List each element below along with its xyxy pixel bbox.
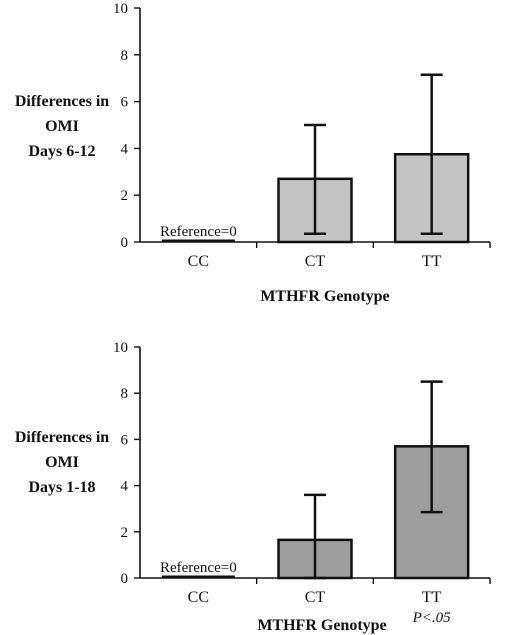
y-tick-label: 2: [121, 188, 129, 204]
y-tick-label: 10: [113, 340, 128, 356]
y-axis-label-line-1: Differences in: [15, 93, 109, 110]
error-bars: [304, 380, 443, 580]
y-tick-label: 2: [121, 525, 129, 541]
y-tick-label: 6: [121, 432, 129, 448]
category-labels: CC CT TT: [188, 589, 442, 606]
category-label-cc: CC: [188, 253, 209, 270]
category-label-cc: CC: [188, 589, 209, 606]
category-labels: CC CT TT: [188, 253, 442, 270]
y-tick-labels: 0 2 4 6 8 10: [113, 1, 129, 251]
y-axis-label-line-2: OMI: [45, 454, 79, 471]
category-label-tt: TT: [422, 253, 442, 270]
category-label-ct: CT: [305, 589, 326, 606]
y-tick-label: 10: [113, 1, 128, 17]
y-tick-label: 8: [121, 48, 129, 64]
y-tick-label: 0: [121, 571, 129, 587]
significance-annotation: P<.05: [412, 610, 452, 626]
y-tick-labels: 0 2 4 6 8 10: [113, 340, 129, 587]
y-tick-label: 4: [121, 479, 129, 495]
category-label-ct: CT: [305, 253, 326, 270]
y-tick-label: 0: [121, 235, 129, 251]
x-axis-label: MTHFR Genotype: [260, 288, 389, 305]
y-tick-label: 4: [121, 141, 129, 157]
reference-annotation: Reference=0: [160, 560, 237, 576]
error-bars: [304, 73, 443, 236]
y-axis-label-line-3: Days 1-18: [28, 479, 95, 496]
y-axis-label-line-1: Differences in: [15, 429, 109, 446]
y-axis-label-line-3: Days 6-12: [28, 143, 95, 160]
y-axis-label-line-2: OMI: [45, 118, 79, 135]
y-tick-label: 8: [121, 386, 129, 402]
reference-annotation: Reference=0: [160, 224, 237, 240]
y-tick-label: 6: [121, 95, 129, 111]
x-axis-label: MTHFR Genotype: [257, 617, 386, 634]
category-label-tt: TT: [422, 589, 442, 606]
